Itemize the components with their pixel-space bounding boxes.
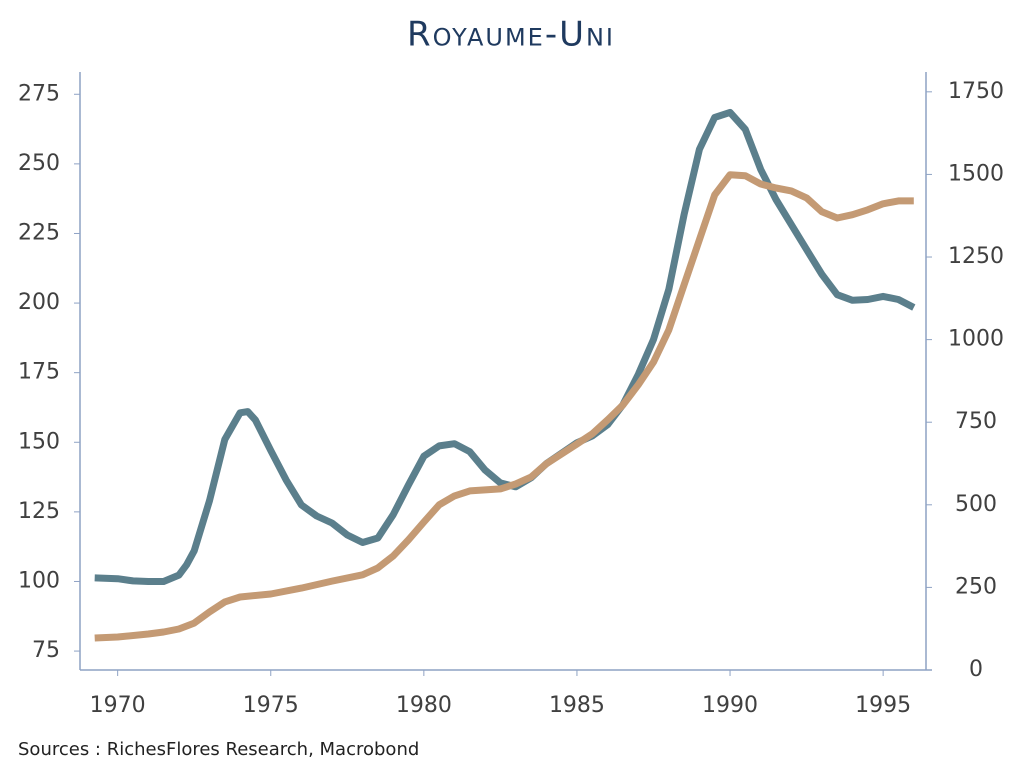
y2-tick-label: 750 — [955, 409, 997, 434]
y2-tick-label: 500 — [955, 492, 997, 517]
y-tick-label: 250 — [18, 151, 60, 176]
chart-title: Royaume-Uni — [407, 15, 615, 55]
y2-tick-label: 250 — [955, 574, 997, 599]
y2-tick-label: 1500 — [948, 161, 1004, 186]
y2-tick-label: 1000 — [948, 327, 1004, 352]
y-tick-label: 75 — [32, 638, 60, 663]
y-tick-label: 100 — [18, 568, 60, 593]
y2-tick-label: 1250 — [948, 244, 1004, 269]
x-tick-label: 1985 — [549, 693, 605, 718]
y-tick-label: 225 — [18, 220, 60, 245]
y-tick-label: 200 — [18, 290, 60, 315]
y2-tick-label: 1750 — [948, 79, 1004, 104]
y-tick-label: 150 — [18, 429, 60, 454]
y-tick-label: 275 — [18, 81, 60, 106]
x-tick-label: 1970 — [90, 693, 146, 718]
data-line — [94, 171, 914, 642]
x-tick-label: 1975 — [243, 693, 299, 718]
x-tick-label: 1990 — [702, 693, 758, 718]
x-tick-label: 1980 — [396, 693, 452, 718]
data-line — [94, 108, 916, 585]
y-tick-label: 125 — [18, 499, 60, 524]
source-note: Sources : RichesFlores Research, Macrobo… — [18, 739, 419, 760]
y2-tick-label: 0 — [969, 657, 983, 682]
y-tick-label: 175 — [18, 360, 60, 385]
x-tick-label: 1995 — [855, 693, 911, 718]
